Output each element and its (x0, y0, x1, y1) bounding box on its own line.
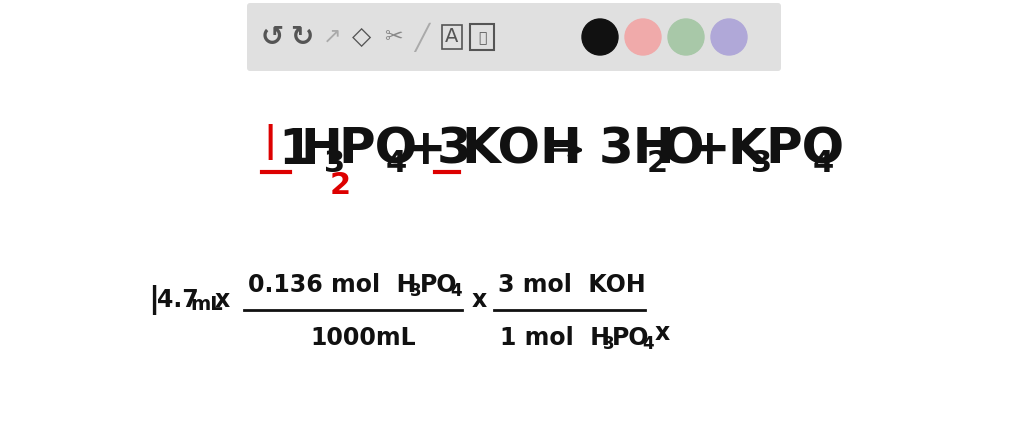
Text: KOH: KOH (461, 126, 582, 174)
Text: 3: 3 (751, 148, 772, 177)
Text: 3: 3 (437, 126, 472, 174)
Text: 3: 3 (410, 282, 422, 300)
Text: 2: 2 (330, 171, 351, 199)
Text: O: O (662, 126, 703, 174)
Text: 🏔: 🏔 (478, 31, 486, 45)
Text: 2: 2 (647, 148, 668, 177)
Circle shape (625, 19, 662, 55)
Text: |: | (148, 285, 159, 315)
Text: 4: 4 (386, 148, 408, 177)
Text: 4: 4 (450, 282, 462, 300)
Text: x: x (655, 321, 671, 345)
Text: A: A (445, 27, 459, 47)
Text: ◇: ◇ (352, 25, 372, 49)
Circle shape (582, 19, 618, 55)
Text: 1: 1 (278, 126, 313, 174)
Text: 0.136 mol  H: 0.136 mol H (248, 273, 417, 297)
Text: +: + (406, 126, 446, 174)
Text: PO: PO (765, 126, 844, 174)
Text: ↺: ↺ (260, 23, 284, 51)
Text: ↗: ↗ (323, 27, 341, 47)
Text: 4.7: 4.7 (157, 288, 199, 312)
Text: mL: mL (190, 296, 222, 314)
Text: x: x (215, 288, 230, 312)
FancyBboxPatch shape (247, 3, 781, 71)
Text: ✂: ✂ (384, 27, 402, 47)
Text: H: H (300, 126, 342, 174)
Text: 4: 4 (642, 335, 653, 353)
Text: x: x (472, 288, 487, 312)
Text: PO: PO (420, 273, 458, 297)
Text: +: + (689, 126, 731, 174)
Text: 3 mol  KOH: 3 mol KOH (498, 273, 645, 297)
Text: K: K (727, 126, 766, 174)
Text: ╱: ╱ (415, 22, 429, 52)
Text: 4: 4 (813, 148, 835, 177)
Text: 3H: 3H (599, 126, 676, 174)
Text: |: | (263, 124, 276, 160)
Text: PO: PO (338, 126, 417, 174)
Circle shape (668, 19, 705, 55)
Text: 3: 3 (603, 335, 614, 353)
Text: PO: PO (612, 326, 649, 350)
Text: 3: 3 (324, 148, 345, 177)
Text: 1 mol  H: 1 mol H (500, 326, 610, 350)
Text: 1000mL: 1000mL (310, 326, 416, 350)
Text: ↻: ↻ (291, 23, 313, 51)
Circle shape (711, 19, 746, 55)
